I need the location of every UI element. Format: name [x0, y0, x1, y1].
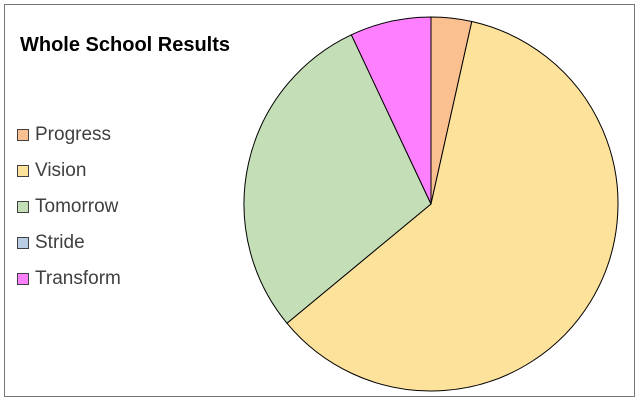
legend-label-progress: Progress	[35, 124, 112, 145]
legend-item-progress: Progress	[17, 117, 121, 153]
legend-swatch-transform	[17, 273, 29, 285]
legend-item-tomorrow: Tomorrow	[17, 189, 121, 225]
legend-item-transform: Transform	[17, 261, 121, 297]
legend-swatch-tomorrow	[17, 201, 29, 213]
legend: Progress Vision Tomorrow Stride Transfor…	[17, 117, 121, 297]
chart-title: Whole School Results	[20, 34, 231, 56]
legend-label-stride: Stride	[35, 232, 85, 253]
pie-slice-vision	[286, 21, 619, 392]
legend-item-stride: Stride	[17, 225, 121, 261]
legend-swatch-vision	[17, 165, 29, 177]
legend-item-vision: Vision	[17, 153, 121, 189]
pie-slice-tomorrow	[243, 34, 432, 324]
legend-swatch-stride	[17, 237, 29, 249]
legend-label-transform: Transform	[35, 268, 121, 289]
legend-label-tomorrow: Tomorrow	[35, 196, 119, 217]
legend-label-vision: Vision	[35, 160, 87, 181]
pie-slice-transform	[350, 16, 432, 205]
legend-swatch-progress	[17, 129, 29, 141]
